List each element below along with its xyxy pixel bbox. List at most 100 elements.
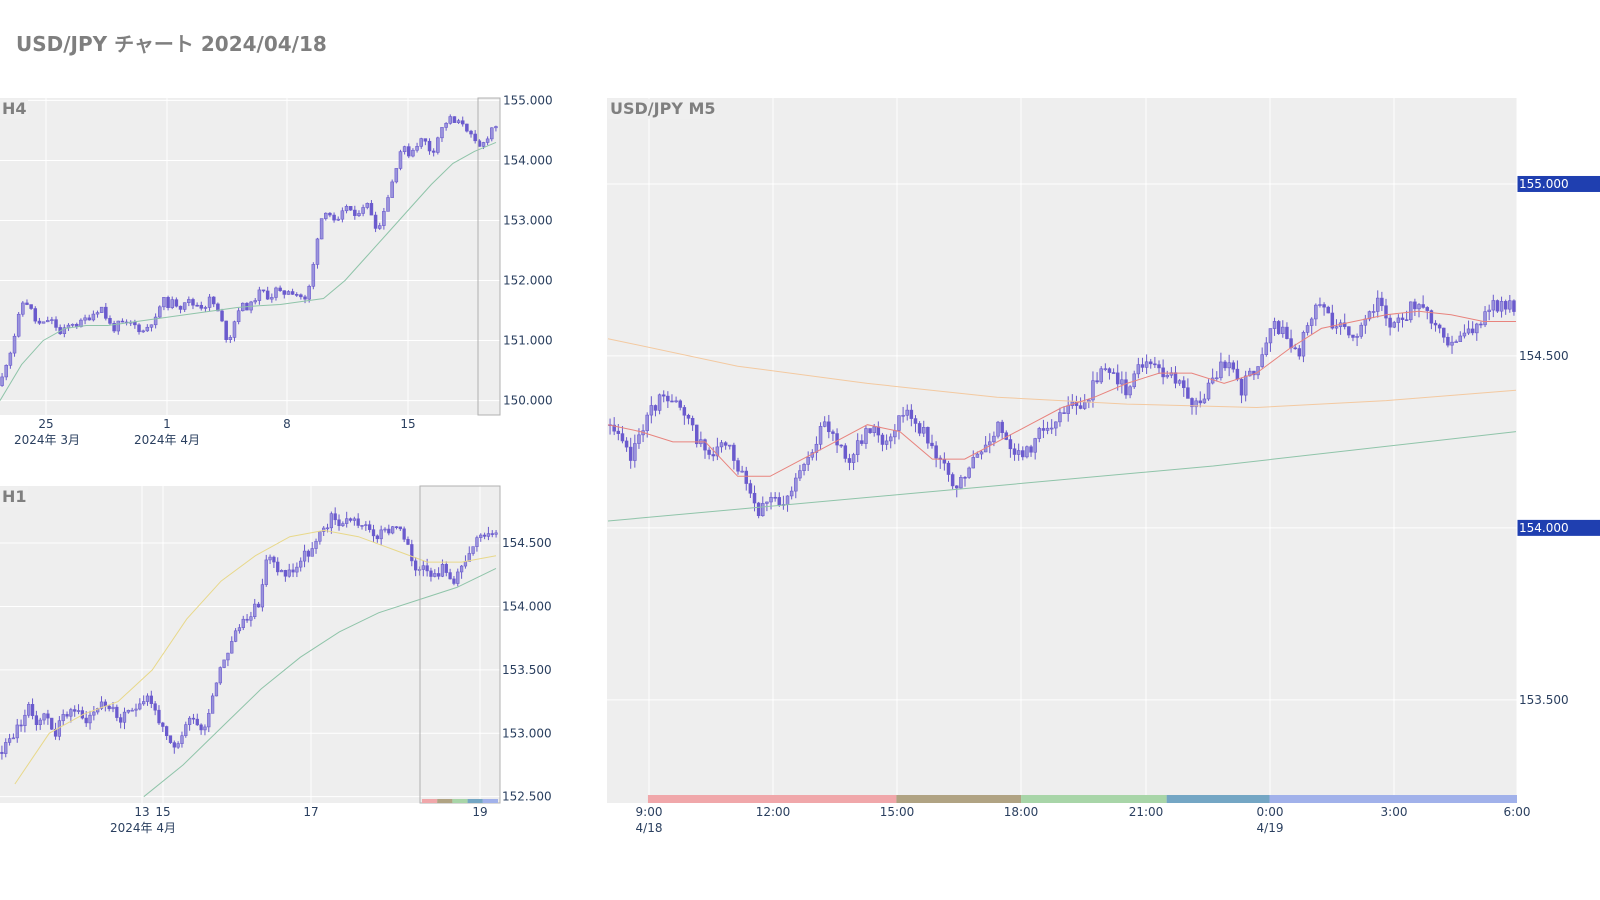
candle-body bbox=[15, 724, 19, 739]
h1-session-bar bbox=[437, 799, 453, 803]
candle-body bbox=[130, 709, 134, 712]
candle-body bbox=[1078, 405, 1083, 409]
candle-body bbox=[33, 308, 38, 322]
m5-x-tick-label: 15:00 bbox=[880, 805, 915, 819]
candle-body bbox=[490, 127, 494, 140]
candle-body bbox=[1186, 387, 1190, 399]
candle-body bbox=[373, 214, 378, 229]
candle-body bbox=[365, 203, 370, 208]
candle-body bbox=[295, 566, 299, 573]
candle-body bbox=[1318, 304, 1322, 306]
candle-body bbox=[467, 553, 471, 562]
candle-body bbox=[806, 456, 810, 465]
candle-body bbox=[486, 533, 491, 537]
candle-body bbox=[637, 434, 641, 444]
m5-sma-mid-line bbox=[607, 338, 1517, 409]
h1-session-bar bbox=[422, 799, 438, 803]
candle-body bbox=[122, 711, 127, 723]
candle-body bbox=[1140, 364, 1145, 368]
candle-body bbox=[1309, 318, 1314, 326]
candle-body bbox=[99, 306, 104, 313]
candle-body bbox=[1400, 317, 1405, 320]
candle-body bbox=[311, 264, 316, 287]
candle-body bbox=[777, 497, 782, 506]
candle-body bbox=[137, 324, 141, 333]
h1-session-bar bbox=[452, 799, 468, 803]
candle-body bbox=[930, 442, 934, 447]
m5-x-tick-label: 12:00 bbox=[756, 805, 791, 819]
candle-body bbox=[386, 197, 390, 212]
candle-body bbox=[199, 304, 204, 309]
candle-body bbox=[390, 181, 394, 198]
candle-body bbox=[431, 150, 436, 153]
candle-body bbox=[34, 715, 39, 725]
candle-body bbox=[463, 561, 468, 567]
candle-body bbox=[429, 570, 433, 577]
candle-body bbox=[1091, 380, 1095, 401]
candle-body bbox=[91, 313, 96, 321]
candle-body bbox=[407, 146, 411, 157]
h1-sma-long-line bbox=[143, 567, 497, 798]
candle-body bbox=[99, 701, 104, 709]
candle-body bbox=[1066, 405, 1070, 414]
candle-body bbox=[42, 713, 46, 721]
candle-body bbox=[843, 445, 848, 459]
candle-body bbox=[1177, 380, 1182, 384]
candle-body bbox=[971, 457, 976, 469]
candle-body bbox=[1231, 362, 1236, 370]
candle-body bbox=[1223, 361, 1227, 369]
candle-body bbox=[459, 565, 464, 573]
candle-body bbox=[711, 454, 715, 457]
candle-body bbox=[822, 421, 827, 427]
candle-body bbox=[336, 218, 340, 221]
candle-body bbox=[29, 304, 33, 309]
candle-body bbox=[678, 400, 682, 408]
candle-body bbox=[37, 320, 42, 324]
candle-body bbox=[1458, 335, 1463, 342]
candle-body bbox=[1049, 427, 1054, 430]
candle-body bbox=[456, 120, 461, 123]
h4-y-tick-label: 154.000 bbox=[503, 153, 553, 167]
candle-body bbox=[1371, 311, 1376, 313]
candle-body bbox=[50, 319, 54, 321]
candle-body bbox=[25, 302, 29, 305]
candle-body bbox=[291, 569, 295, 573]
candle-body bbox=[207, 296, 212, 308]
candle-body bbox=[926, 427, 930, 444]
m5-x-tick-label: 0:00 bbox=[1257, 805, 1284, 819]
candle-body bbox=[46, 713, 50, 719]
candle-body bbox=[96, 708, 100, 713]
candle-body bbox=[440, 127, 444, 139]
candle-body bbox=[1388, 317, 1392, 328]
candle-body bbox=[421, 565, 425, 570]
candle-body bbox=[1107, 368, 1112, 373]
candle-body bbox=[375, 535, 379, 540]
candle-body bbox=[1421, 304, 1425, 308]
candle-body bbox=[872, 426, 876, 434]
h1-y-tick-label: 152.500 bbox=[502, 790, 552, 804]
candle-body bbox=[1363, 318, 1368, 326]
candle-body bbox=[70, 323, 75, 326]
candle-body bbox=[448, 116, 453, 124]
h1-title-bg bbox=[0, 487, 28, 507]
m5-x-tick-label: 3:00 bbox=[1381, 805, 1408, 819]
candle-body bbox=[765, 501, 769, 504]
candle-body bbox=[1136, 364, 1141, 375]
candle-body bbox=[411, 149, 415, 157]
h1-y-tick-label: 154.500 bbox=[502, 536, 552, 550]
candle-body bbox=[361, 207, 365, 214]
candle-body bbox=[485, 138, 490, 143]
candle-body bbox=[1264, 342, 1269, 355]
candle-body bbox=[946, 462, 951, 475]
candle-body bbox=[1194, 400, 1198, 408]
candle-body bbox=[402, 146, 407, 152]
candle-body bbox=[1045, 427, 1050, 431]
h1-panel: 152.500 153.000 153.500 154.000 154.500 13 15 1… bbox=[0, 485, 552, 835]
candle-body bbox=[860, 440, 864, 444]
candle-body bbox=[1404, 319, 1409, 321]
candle-body bbox=[1054, 421, 1058, 429]
candle-body bbox=[357, 213, 361, 216]
candle-body bbox=[707, 449, 711, 455]
candle-body bbox=[0, 751, 4, 754]
candle-body bbox=[473, 133, 477, 142]
